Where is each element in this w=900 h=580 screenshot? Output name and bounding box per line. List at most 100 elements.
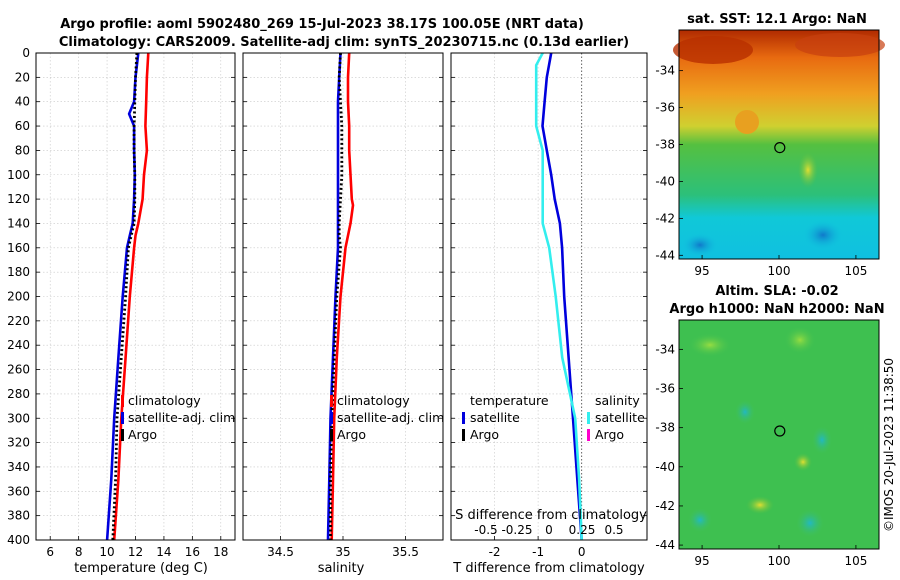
legend-label-argo: Argo xyxy=(337,427,366,442)
sst-warm-patch xyxy=(795,33,885,57)
legend-label-satellite: satellite-adj. clim xyxy=(128,410,235,425)
legend-swatch-climatology xyxy=(121,395,124,407)
depth-tick-label: 140 xyxy=(7,216,30,230)
depth-tick-label: 160 xyxy=(7,241,30,255)
series-line-s-satellite xyxy=(534,52,583,541)
depth-tick-label: 360 xyxy=(7,484,30,498)
s-tick-label: 0.5 xyxy=(604,523,623,537)
argo-location-marker xyxy=(774,425,786,437)
temperature-legend: climatology satellite-adj. clim Argo xyxy=(121,393,235,442)
s-difference-ticks: -0.5 -0.25 0 0.25 0.5 xyxy=(474,523,623,537)
x-tick-label: 6 xyxy=(46,545,54,559)
lat-tick-label: -34 xyxy=(655,64,675,78)
lat-tick-label: -40 xyxy=(655,460,675,474)
series-line-climatology xyxy=(112,52,150,541)
s-tick-label: 0.25 xyxy=(569,523,596,537)
legend-swatch-climatology xyxy=(330,395,333,407)
lon-tick-label: 105 xyxy=(844,264,867,278)
depth-tick-label: 40 xyxy=(15,95,30,109)
sla-map-subtitle: Argo h1000: NaN h2000: NaN xyxy=(669,302,884,317)
lon-tick-label: 100 xyxy=(768,554,791,568)
x-tick-label: 10 xyxy=(99,545,114,559)
temperature-panel: 6 8 10 12 14 16 18 xyxy=(35,52,236,559)
legend-swatch-satellite xyxy=(121,412,124,424)
depth-tick-label: 180 xyxy=(7,265,30,279)
depth-tick-label: 240 xyxy=(7,338,30,352)
sla-low-eddy xyxy=(735,400,755,424)
salinity-panel: 34.5 35 35.5 xyxy=(242,52,444,559)
legend-swatch-argo xyxy=(121,429,124,441)
legend-swatch-t-satellite xyxy=(462,412,465,424)
lat-tick-label: -42 xyxy=(655,211,675,225)
depth-tick-label: 200 xyxy=(7,290,30,304)
sst-warm-eddy xyxy=(798,152,818,188)
depth-tick-label: 400 xyxy=(7,533,30,547)
legend-label-climatology: climatology xyxy=(128,393,201,408)
s-difference-label: S difference from climatology xyxy=(455,508,647,523)
sla-high-eddy xyxy=(746,496,774,514)
lat-tick-label: -44 xyxy=(655,248,675,262)
sla-map-ticks: -34 -36 -38 -40 -42 -44 95 100 105 xyxy=(655,342,867,568)
difference-legend: temperature satellite Argo salinity sate… xyxy=(462,393,645,442)
depth-tick-label: 300 xyxy=(7,411,30,425)
depth-tick-label: 260 xyxy=(7,363,30,377)
plot-frame xyxy=(35,52,236,541)
lat-tick-label: -40 xyxy=(655,174,675,188)
legend-label-satellite: satellite-adj. clim xyxy=(337,410,444,425)
plot-frame xyxy=(242,52,444,541)
plot-frame xyxy=(450,52,648,541)
depth-tick-label: 120 xyxy=(7,192,30,206)
sla-high-patch xyxy=(688,333,732,357)
legend-label-argo: Argo xyxy=(128,427,157,442)
salinity-xlabel: salinity xyxy=(318,561,365,576)
lat-tick-label: -36 xyxy=(655,101,675,115)
legend-label-s-argo: Argo xyxy=(595,427,624,442)
sla-low-eddy xyxy=(688,508,712,532)
depth-tick-label: 380 xyxy=(7,509,30,523)
sla-low-eddy xyxy=(812,426,832,454)
sla-field xyxy=(679,320,879,549)
x-tick-label: 12 xyxy=(128,545,143,559)
sst-cold-eddy xyxy=(803,220,843,250)
depth-tick-label: 340 xyxy=(7,460,30,474)
x-tick-label: -1 xyxy=(532,545,544,559)
sst-warm-eddy xyxy=(735,110,759,134)
depth-tick-label: 60 xyxy=(15,119,30,133)
sst-map-title: sat. SST: 12.1 Argo: NaN xyxy=(687,12,867,27)
sst-warm-patch xyxy=(673,36,753,64)
x-tick-label: 34.5 xyxy=(267,545,294,559)
sst-map-panel: sat. SST: 12.1 Argo: NaN -34 -36 -38 -40 -42… xyxy=(655,12,885,278)
lat-tick-label: -38 xyxy=(655,421,675,435)
legend-label-t-argo: Argo xyxy=(470,427,499,442)
depth-tick-label: 320 xyxy=(7,436,30,450)
lat-tick-label: -44 xyxy=(655,538,675,552)
depth-tick-label: 220 xyxy=(7,314,30,328)
lon-tick-label: 95 xyxy=(694,264,709,278)
difference-panel: -2 -1 0 xyxy=(450,52,648,559)
lon-tick-label: 100 xyxy=(768,264,791,278)
s-tick-label: -0.5 xyxy=(474,523,497,537)
legend-title-salinity: salinity xyxy=(595,393,640,408)
legend-label-s-satellite: satellite xyxy=(595,410,645,425)
lat-tick-label: -38 xyxy=(655,138,675,152)
legend-label-t-satellite: satellite xyxy=(470,410,520,425)
series-line-climatology xyxy=(330,52,355,541)
legend-label-climatology: climatology xyxy=(337,393,410,408)
sst-map-ticks: -34 -36 -38 -40 -42 -44 95 100 105 xyxy=(655,64,867,278)
s-tick-label: 0 xyxy=(545,523,553,537)
s-tick-label: -0.25 xyxy=(501,523,532,537)
sst-cold-eddy xyxy=(682,233,718,257)
x-tick-label: 0 xyxy=(578,545,586,559)
x-tick-label: 14 xyxy=(156,545,171,559)
x-tick-label: 8 xyxy=(75,545,83,559)
lat-tick-label: -42 xyxy=(655,499,675,513)
lat-tick-label: -36 xyxy=(655,382,675,396)
legend-swatch-argo xyxy=(330,429,333,441)
lat-tick-label: -34 xyxy=(655,342,675,356)
figure-title-line2: Climatology: CARS2009. Satellite-adj cli… xyxy=(59,35,629,50)
imos-timestamp: ©IMOS 20-Jul-2023 11:38:50 xyxy=(882,358,896,532)
x-tick-label: 35.5 xyxy=(392,545,419,559)
sla-high-eddy xyxy=(794,453,812,471)
depth-tick-label: 80 xyxy=(15,143,30,157)
figure-title-line1: Argo profile: aoml 5902480_269 15-Jul-20… xyxy=(60,17,584,32)
